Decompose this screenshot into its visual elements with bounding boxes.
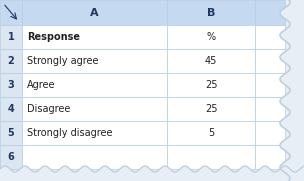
Bar (255, 121, 285, 145)
Bar (22, 25, 167, 49)
Text: B: B (207, 7, 215, 18)
Text: 25: 25 (205, 104, 217, 114)
Bar (167, 0, 255, 25)
Bar (22, 97, 167, 121)
Bar (22, 145, 167, 169)
Text: %: % (206, 32, 216, 42)
Bar (22, 73, 167, 97)
Text: 2: 2 (8, 56, 14, 66)
Text: 4: 4 (8, 104, 14, 114)
Bar (22, 121, 167, 145)
Text: Response: Response (27, 32, 80, 42)
Bar (22, 49, 167, 73)
Text: 25: 25 (205, 80, 217, 90)
Text: Strongly agree: Strongly agree (27, 56, 98, 66)
Bar (0, 49, 22, 73)
Bar (255, 145, 285, 169)
Text: Disagree: Disagree (27, 104, 70, 114)
Bar (0, 25, 22, 49)
Bar (255, 73, 285, 97)
Bar (167, 49, 255, 73)
Bar (0, 73, 22, 97)
Text: Agree: Agree (27, 80, 56, 90)
Text: 6: 6 (8, 152, 14, 162)
Text: 1: 1 (8, 32, 14, 42)
Text: 5: 5 (8, 128, 14, 138)
Bar (255, 25, 285, 49)
Text: 5: 5 (208, 128, 214, 138)
Text: 3: 3 (8, 80, 14, 90)
Bar (167, 121, 255, 145)
Bar (0, 0, 22, 25)
Bar (167, 73, 255, 97)
Bar (167, 97, 255, 121)
Bar (255, 49, 285, 73)
Bar (0, 145, 22, 169)
Text: A: A (90, 7, 99, 18)
Text: 45: 45 (205, 56, 217, 66)
Bar (0, 121, 22, 145)
Bar (255, 0, 285, 25)
Bar (255, 97, 285, 121)
Bar (22, 0, 167, 25)
Bar (167, 25, 255, 49)
Bar (0, 97, 22, 121)
Bar (167, 145, 255, 169)
Text: Strongly disagree: Strongly disagree (27, 128, 112, 138)
